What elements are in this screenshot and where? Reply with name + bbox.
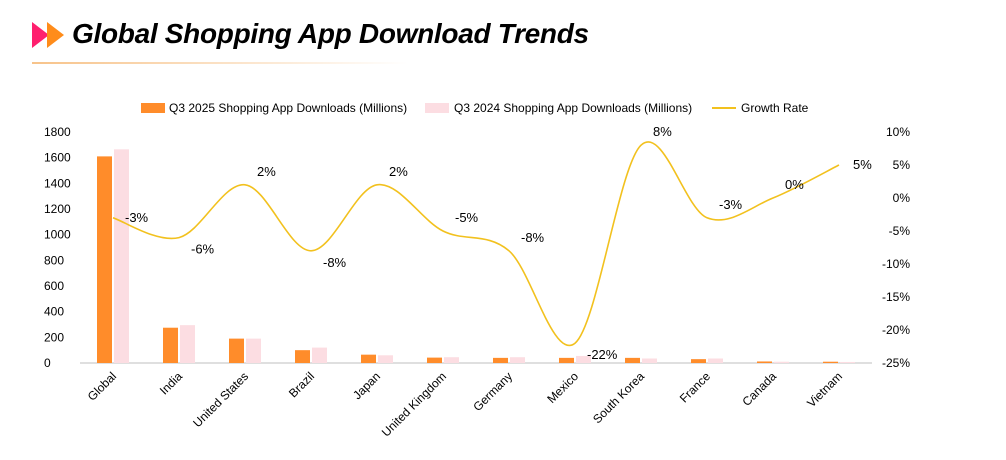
growth-data-label: -5% (455, 210, 479, 225)
legend-label-q3-2024: Q3 2024 Shopping App Downloads (Millions… (454, 101, 692, 115)
left-axis: 0 200 400 600 800 1000 1200 1400 1600 1800 (44, 125, 872, 370)
category-label: France (677, 369, 714, 406)
bar-q3-2024 (180, 325, 195, 363)
bar-q3-2024 (840, 361, 855, 363)
bar-q3-2025 (625, 357, 640, 363)
bar-q3-2025 (361, 354, 376, 363)
category-label: United Kingdom (379, 369, 449, 439)
bar-q3-2024 (246, 338, 261, 363)
bar-q3-2025 (163, 327, 178, 363)
category-label: Canada (739, 369, 779, 409)
growth-data-label: -8% (521, 230, 545, 245)
page-title: Global Shopping App Download Trends (72, 18, 589, 49)
growth-data-label: 5% (853, 157, 872, 172)
left-tick-label: 800 (44, 253, 64, 267)
right-axis: -25% -20% -15% -10% -5% 0% 5% 10% (882, 125, 910, 370)
bar-q3-2024 (114, 149, 129, 363)
growth-data-label: -22% (587, 347, 618, 362)
bar-q3-2025 (229, 338, 244, 363)
bar-q3-2024 (708, 358, 723, 363)
left-tick-label: 600 (44, 279, 64, 293)
bar-q3-2024 (378, 355, 393, 363)
left-tick-label: 400 (44, 305, 64, 319)
right-tick-label: 5% (893, 158, 911, 172)
category-label: Japan (350, 369, 383, 402)
double-chevron-icon (32, 22, 64, 48)
bar-q3-2024 (510, 357, 525, 363)
right-tick-label: 10% (886, 125, 910, 139)
growth-data-label: -3% (719, 197, 743, 212)
legend-label-q3-2025: Q3 2025 Shopping App Downloads (Millions… (169, 101, 407, 115)
category-axis: Global India United States Brazil JapanUnite… (85, 369, 845, 440)
category-label: South Korea (590, 369, 647, 426)
legend-swatch-q3-2025 (141, 103, 165, 113)
category-label: Germany (470, 369, 515, 414)
category-label: India (157, 369, 186, 398)
bar-q3-2024 (642, 358, 657, 363)
left-tick-label: 0 (44, 356, 51, 370)
right-tick-label: 0% (893, 191, 911, 205)
right-tick-label: -5% (889, 224, 911, 238)
legend-label-growth: Growth Rate (741, 101, 809, 115)
right-tick-label: -20% (882, 323, 910, 337)
bar-q3-2024 (312, 347, 327, 363)
growth-line-layer: -3% -6% 2% -8% 2% -5% -8% -22% 8% -3% 0% 5% (112, 124, 872, 362)
bar-q3-2025 (757, 361, 772, 363)
category-label: Vietnam (804, 369, 845, 410)
bar-q3-2025 (427, 357, 442, 363)
right-tick-label: -15% (882, 290, 910, 304)
right-tick-label: -25% (882, 356, 910, 370)
growth-data-label: -3% (125, 210, 149, 225)
legend-swatch-q3-2024 (425, 103, 449, 113)
bar-q3-2024 (774, 361, 789, 363)
growth-data-label: 8% (653, 124, 672, 139)
bar-q3-2025 (823, 361, 838, 363)
growth-data-label: -8% (323, 255, 347, 270)
category-label: Brazil (286, 369, 317, 400)
right-tick-label: -10% (882, 257, 910, 271)
growth-data-label: 0% (785, 177, 804, 192)
bar-q3-2024 (444, 357, 459, 363)
category-label: United States (190, 369, 251, 430)
bar-q3-2025 (97, 156, 112, 363)
left-tick-label: 1000 (44, 228, 71, 242)
growth-data-label: 2% (257, 164, 276, 179)
title-divider (32, 62, 408, 64)
bars-layer (97, 149, 855, 363)
bar-q3-2025 (559, 357, 574, 363)
bar-q3-2024 (576, 355, 591, 363)
growth-data-label: 2% (389, 164, 408, 179)
growth-rate-line (112, 141, 840, 347)
chart-legend: Q3 2025 Shopping App Downloads (Millions… (141, 101, 809, 115)
left-tick-label: 200 (44, 330, 64, 344)
left-tick-label: 1600 (44, 151, 71, 165)
category-label: Global (85, 369, 119, 403)
left-tick-label: 1400 (44, 176, 71, 190)
category-label: Mexico (544, 369, 581, 406)
left-tick-label: 1800 (44, 125, 71, 139)
bar-q3-2025 (295, 350, 310, 363)
bar-q3-2025 (691, 359, 706, 363)
bar-q3-2025 (493, 357, 508, 363)
left-tick-label: 1200 (44, 202, 71, 216)
growth-data-label: -6% (191, 242, 215, 257)
